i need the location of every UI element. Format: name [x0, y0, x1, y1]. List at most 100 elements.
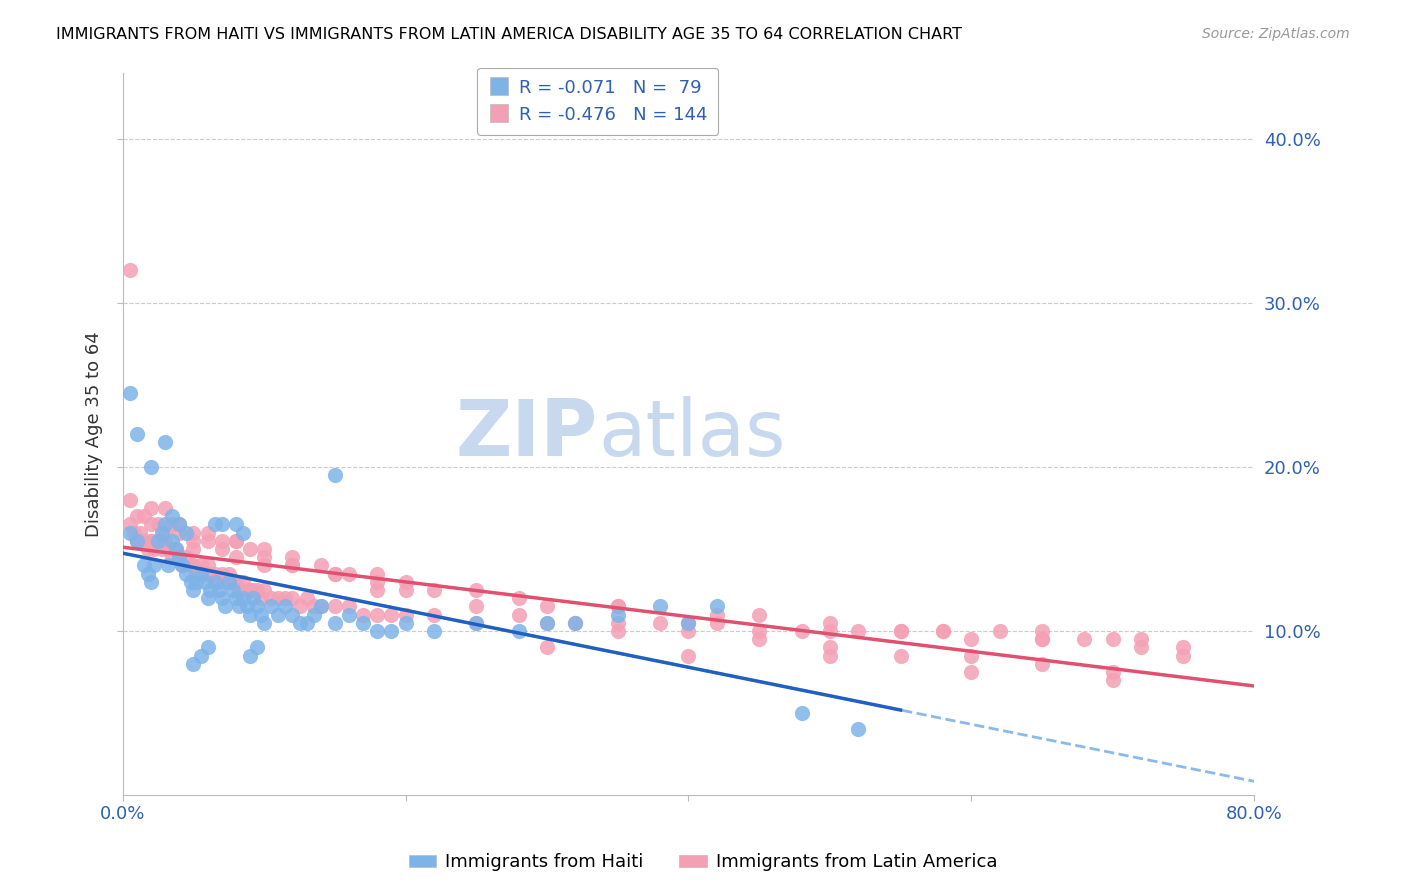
- Point: [166, 541, 188, 556]
- Point: [1173, 640, 1195, 655]
- Point: [180, 558, 202, 573]
- Point: [288, 615, 311, 630]
- Point: [678, 615, 700, 630]
- Point: [208, 574, 231, 589]
- Point: [197, 525, 219, 540]
- Point: [204, 574, 226, 589]
- Point: [239, 541, 262, 556]
- Point: [190, 648, 212, 663]
- Point: [169, 517, 191, 532]
- Point: [281, 591, 304, 606]
- Point: [194, 574, 217, 589]
- Point: [197, 640, 219, 655]
- Point: [394, 582, 416, 597]
- Point: [650, 599, 672, 614]
- Point: [132, 558, 155, 573]
- Point: [323, 566, 346, 581]
- Point: [225, 591, 247, 606]
- Point: [960, 665, 983, 679]
- Point: [536, 640, 558, 655]
- Point: [790, 624, 813, 638]
- Point: [186, 574, 208, 589]
- Point: [706, 599, 728, 614]
- Point: [200, 566, 222, 581]
- Point: [250, 607, 273, 622]
- Point: [162, 550, 184, 565]
- Point: [118, 525, 141, 540]
- Point: [606, 615, 628, 630]
- Point: [748, 624, 770, 638]
- Point: [169, 517, 191, 532]
- Point: [890, 624, 912, 638]
- Point: [125, 427, 148, 442]
- Point: [125, 533, 148, 548]
- Point: [239, 582, 262, 597]
- Point: [274, 599, 297, 614]
- Point: [246, 640, 269, 655]
- Point: [146, 533, 169, 548]
- Point: [232, 525, 254, 540]
- Point: [352, 607, 374, 622]
- Point: [183, 582, 205, 597]
- Point: [423, 607, 446, 622]
- Point: [564, 615, 586, 630]
- Point: [337, 607, 360, 622]
- Point: [302, 607, 325, 622]
- Point: [818, 640, 841, 655]
- Point: [678, 615, 700, 630]
- Point: [166, 541, 188, 556]
- Point: [846, 624, 869, 638]
- Point: [606, 607, 628, 622]
- Point: [208, 582, 231, 597]
- Point: [236, 599, 259, 614]
- Point: [125, 509, 148, 524]
- Point: [960, 632, 983, 647]
- Point: [1101, 673, 1123, 688]
- Point: [180, 574, 202, 589]
- Point: [1129, 640, 1152, 655]
- Point: [242, 582, 264, 597]
- Point: [260, 599, 283, 614]
- Point: [323, 615, 346, 630]
- Point: [225, 550, 247, 565]
- Point: [211, 517, 233, 532]
- Point: [218, 574, 240, 589]
- Point: [139, 574, 162, 589]
- Point: [465, 615, 488, 630]
- Point: [678, 624, 700, 638]
- Point: [536, 615, 558, 630]
- Point: [197, 533, 219, 548]
- Point: [274, 591, 297, 606]
- Point: [366, 607, 388, 622]
- Point: [139, 533, 162, 548]
- Point: [267, 591, 290, 606]
- Point: [186, 566, 208, 581]
- Point: [790, 706, 813, 720]
- Point: [183, 558, 205, 573]
- Point: [267, 607, 290, 622]
- Point: [156, 558, 179, 573]
- Point: [932, 624, 955, 638]
- Point: [706, 615, 728, 630]
- Point: [139, 533, 162, 548]
- Point: [139, 500, 162, 515]
- Point: [153, 500, 176, 515]
- Point: [748, 607, 770, 622]
- Point: [142, 558, 165, 573]
- Point: [183, 525, 205, 540]
- Point: [172, 558, 194, 573]
- Point: [253, 558, 276, 573]
- Point: [337, 599, 360, 614]
- Point: [169, 525, 191, 540]
- Point: [465, 582, 488, 597]
- Point: [132, 533, 155, 548]
- Point: [132, 509, 155, 524]
- Point: [295, 591, 318, 606]
- Point: [281, 558, 304, 573]
- Point: [118, 517, 141, 532]
- Point: [118, 492, 141, 507]
- Point: [142, 541, 165, 556]
- Point: [183, 541, 205, 556]
- Point: [650, 615, 672, 630]
- Point: [606, 599, 628, 614]
